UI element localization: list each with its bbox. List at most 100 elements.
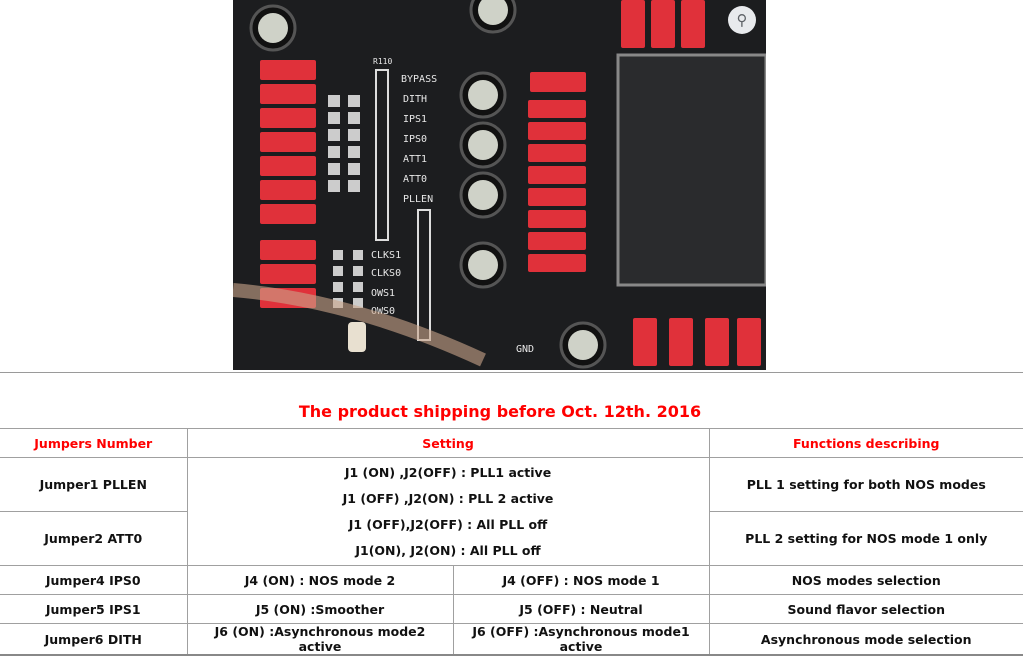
silkscreen-label: OWS1 <box>371 288 395 299</box>
resistor <box>260 84 316 104</box>
cable <box>232 283 486 367</box>
function-cell: PLL 2 setting for NOS mode 1 only <box>708 511 1023 566</box>
capacitor-top <box>468 180 498 210</box>
jumper-pin <box>353 282 363 292</box>
table-row: Jumper5 IPS1 J5 (ON) :Smoother J5 (OFF) … <box>0 594 1023 624</box>
silkscreen-label: PLLEN <box>403 194 433 205</box>
jumper-pin <box>348 163 360 175</box>
silkscreen-label: BYPASS <box>401 74 437 85</box>
function-cell: NOS modes selection <box>708 565 1023 595</box>
jumper-cell: Jumper6 DITH <box>0 623 188 656</box>
silkscreen-label: IPS1 <box>403 114 427 125</box>
resistor <box>260 156 316 176</box>
resistor <box>260 108 316 128</box>
jumper-pin <box>348 146 360 158</box>
resistor <box>528 254 586 272</box>
resistor <box>528 100 586 118</box>
resistor <box>528 144 586 162</box>
silkscreen-label: OWS0 <box>371 306 395 317</box>
header-outline <box>417 209 431 341</box>
resistor <box>260 60 316 80</box>
resistor <box>260 180 316 200</box>
resistor <box>260 204 316 224</box>
jumper-pin <box>328 163 340 175</box>
silkscreen-label: IPS0 <box>403 134 427 145</box>
silkscreen-label: CLKS0 <box>371 268 401 279</box>
jumper-cell: Jumper4 IPS0 <box>0 565 188 595</box>
silkscreen-label: ATT1 <box>403 154 427 165</box>
jumper-cell: Jumper5 IPS1 <box>0 594 188 624</box>
setting-line: J1(ON), J2(ON) : All PLL off <box>355 542 541 558</box>
resistor <box>621 0 645 48</box>
jumper-cell: Jumper1 PLLEN <box>0 457 188 512</box>
table-row: Jumper2 ATT0 PLL 2 setting for NOS mode … <box>0 511 1023 566</box>
capacitor-top <box>468 80 498 110</box>
resistor <box>669 318 693 366</box>
jumper-pin <box>328 112 340 124</box>
function-cell: PLL 1 setting for both NOS modes <box>708 457 1023 512</box>
resistor <box>528 166 586 184</box>
jumper-pin <box>353 298 363 308</box>
header-outline <box>375 69 389 241</box>
jumper-pin <box>333 282 343 292</box>
lens-search-icon[interactable]: ⚲ <box>728 6 756 34</box>
resistor <box>260 264 316 284</box>
silkscreen-label: GND <box>516 344 534 355</box>
function-cell: Sound flavor selection <box>708 594 1023 624</box>
resistor <box>260 132 316 152</box>
table-row: Jumper4 IPS0 J4 (ON) : NOS mode 2 J4 (OF… <box>0 565 1023 595</box>
jumper-pin <box>328 146 340 158</box>
capacitor-top <box>258 13 288 43</box>
jumper-pin <box>348 180 360 192</box>
jumper-pin <box>333 266 343 276</box>
resistor <box>528 122 586 140</box>
on-setting-cell: J6 (ON) :Asynchronous mode2 active <box>186 623 454 656</box>
pcb-photo: R110 BYPASS DITH IPS1 IPS0 ATT1 ATT0 PLLEN CLKS1… <box>232 0 768 370</box>
setting-line: J1 (OFF) ,J2(ON) : PLL 2 active <box>342 490 554 506</box>
header-jumpers: Jumpers Number <box>0 428 188 458</box>
resistor <box>528 210 586 228</box>
jumper-pin <box>348 112 360 124</box>
capacitor-top <box>478 0 508 25</box>
jumper-pin <box>348 95 360 107</box>
off-setting-cell: J6 (OFF) :Asynchronous mode1 active <box>452 623 710 656</box>
resistor <box>528 188 586 206</box>
cable-tie <box>348 322 366 352</box>
resistor <box>260 240 316 260</box>
jumper-pin <box>328 129 340 141</box>
silkscreen-label: DITH <box>403 94 427 105</box>
resistor <box>705 318 729 366</box>
table-row: Jumper1 PLLEN J1 (ON) ,J2(OFF) : PLL1 ac… <box>0 457 1023 566</box>
resistor <box>737 318 761 366</box>
pcb-illustration: R110 BYPASS DITH IPS1 IPS0 ATT1 ATT0 PLLEN CLKS1… <box>232 0 768 369</box>
silkscreen-label: R110 <box>373 57 392 66</box>
pll-setting-cell: J1 (ON) ,J2(OFF) : PLL1 active J1 (OFF) … <box>186 457 710 566</box>
jumper-pin <box>328 180 340 192</box>
off-setting-cell: J5 (OFF) : Neutral <box>452 594 710 624</box>
jumper-table: Jumpers Number Setting Functions describ… <box>0 428 1023 656</box>
function-cell: Asynchronous mode selection <box>708 623 1023 656</box>
capacitor-top <box>568 330 598 360</box>
jumper-pin <box>353 266 363 276</box>
resistor <box>651 0 675 48</box>
capacitor-top <box>468 130 498 160</box>
ic-chip <box>616 53 768 287</box>
jumper-pin <box>333 250 343 260</box>
jumper-cell: Jumper2 ATT0 <box>0 511 188 566</box>
divider <box>0 372 1023 373</box>
table-row: Jumper6 DITH J6 (ON) :Asynchronous mode2… <box>0 623 1023 656</box>
page-title: The product shipping before Oct. 12th. 2… <box>298 402 702 421</box>
silkscreen-label: CLKS1 <box>371 250 401 261</box>
table-header: Jumpers Number Setting Functions describ… <box>0 428 1023 458</box>
jumper-pin <box>328 95 340 107</box>
on-setting-cell: J5 (ON) :Smoother <box>186 594 454 624</box>
resistor <box>681 0 705 48</box>
resistor <box>633 318 657 366</box>
jumper-pin <box>353 250 363 260</box>
off-setting-cell: J4 (OFF) : NOS mode 1 <box>452 565 710 595</box>
resistor <box>528 232 586 250</box>
header-functions: Functions describing <box>708 428 1023 458</box>
jumper-pin <box>348 129 360 141</box>
resistor <box>530 72 586 92</box>
header-setting: Setting <box>186 428 710 458</box>
